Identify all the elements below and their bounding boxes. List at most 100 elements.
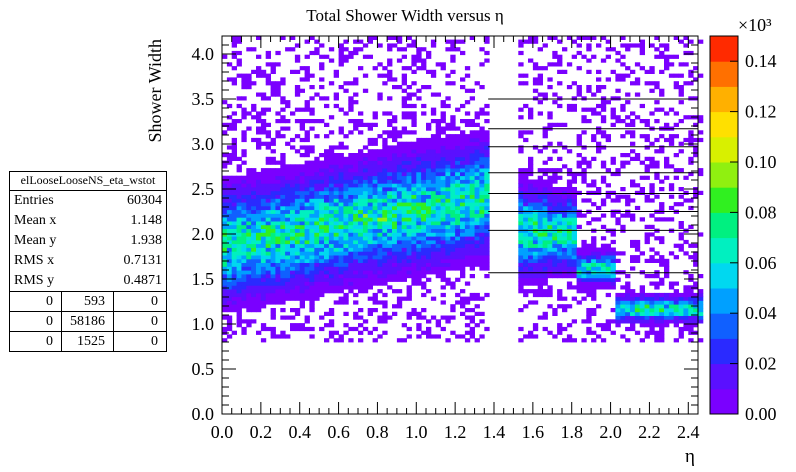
heatmap-cell xyxy=(226,217,233,222)
heatmap-cell xyxy=(464,251,471,256)
heatmap-cell xyxy=(328,258,335,263)
heatmap-cell xyxy=(343,239,349,245)
heatmap-cell xyxy=(450,262,456,267)
heatmap-cell xyxy=(251,289,257,294)
heatmap-cell xyxy=(353,228,359,233)
heatmap-cell xyxy=(552,236,558,241)
heatmap-cell xyxy=(615,251,621,256)
heatmap-cell xyxy=(285,228,291,233)
y-tick-label: 2.0 xyxy=(192,224,215,244)
heatmap-cell xyxy=(338,168,344,173)
heatmap-cell xyxy=(367,202,373,207)
heatmap-cell xyxy=(280,198,286,203)
heatmap-cell xyxy=(299,179,305,184)
heatmap-cell xyxy=(275,224,281,229)
heatmap-cell xyxy=(557,168,563,173)
heatmap-cell xyxy=(416,213,422,218)
heatmap-cell xyxy=(387,179,393,184)
heatmap-cell xyxy=(591,255,597,260)
heatmap-cell xyxy=(226,292,233,298)
heatmap-cell xyxy=(304,137,310,143)
heatmap-cell xyxy=(377,149,383,154)
heatmap-cell xyxy=(479,251,485,256)
heatmap-cell xyxy=(372,122,378,127)
heatmap-cell xyxy=(231,54,237,59)
heatmap-cell xyxy=(353,300,359,305)
heatmap-cell xyxy=(338,156,344,161)
heatmap-cell xyxy=(246,304,252,309)
heatmap-cell xyxy=(285,175,291,180)
heatmap-cell xyxy=(285,266,291,271)
heatmap-cell xyxy=(270,209,276,214)
heatmap-cell xyxy=(464,217,471,222)
heatmap-cell xyxy=(421,243,427,248)
heatmap-cell xyxy=(348,130,354,135)
heatmap-cell xyxy=(610,96,616,101)
heatmap-cell xyxy=(620,285,626,290)
heatmap-cell xyxy=(367,247,373,252)
heatmap-cell xyxy=(620,164,626,169)
heatmap-cell xyxy=(591,281,597,286)
heatmap-cell xyxy=(484,50,490,56)
heatmap-cell xyxy=(285,236,291,241)
heatmap-cell xyxy=(319,77,325,82)
heatmap-cell xyxy=(270,62,276,67)
heatmap-cell xyxy=(430,239,437,245)
heatmap-cell xyxy=(586,43,592,48)
heatmap-cell xyxy=(231,270,237,275)
heatmap-cell xyxy=(348,187,354,192)
heatmap-cell xyxy=(251,228,257,233)
heatmap-cell xyxy=(401,274,407,279)
heatmap-cell xyxy=(309,224,315,229)
heatmap-cell xyxy=(630,300,636,305)
heatmap-cell xyxy=(231,81,237,86)
heatmap-cell xyxy=(435,202,441,207)
heatmap-cell xyxy=(605,323,611,328)
heatmap-cell xyxy=(411,224,417,229)
heatmap-cell xyxy=(566,187,573,192)
heatmap-cell xyxy=(673,315,679,320)
heatmap-cell xyxy=(299,164,305,169)
heatmap-cell xyxy=(377,179,383,184)
heatmap-cell xyxy=(518,281,524,286)
heatmap-cell xyxy=(265,205,271,211)
heatmap-cell xyxy=(377,62,383,67)
heatmap-cell xyxy=(596,274,602,279)
heatmap-cell xyxy=(290,323,296,328)
heatmap-cell xyxy=(649,164,655,169)
heatmap-cell xyxy=(440,145,446,150)
heatmap-cell xyxy=(304,164,310,169)
heatmap-cell xyxy=(226,255,233,260)
heatmap-cell xyxy=(348,255,354,260)
heatmap-cell xyxy=(304,243,310,248)
heatmap-cell xyxy=(586,58,592,63)
heatmap-cell xyxy=(285,247,291,252)
heatmap-cell xyxy=(678,334,684,339)
heatmap-cell xyxy=(435,323,441,328)
heatmap-cell xyxy=(430,209,437,214)
heatmap-cell xyxy=(693,281,699,286)
heatmap-cell xyxy=(649,326,655,332)
heatmap-cell xyxy=(464,153,471,158)
heatmap-cell xyxy=(668,137,675,143)
heatmap-cell xyxy=(532,236,539,241)
heatmap-cell xyxy=(634,43,641,48)
heatmap-cell xyxy=(231,35,237,40)
heatmap-cell xyxy=(600,179,607,184)
heatmap-cell xyxy=(387,232,393,237)
heatmap-cell xyxy=(265,243,271,248)
heatmap-cell xyxy=(251,183,257,188)
heatmap-cell xyxy=(222,247,228,252)
heatmap-cell xyxy=(474,171,480,177)
heatmap-cell xyxy=(411,213,417,218)
heatmap-cell xyxy=(586,285,592,290)
heatmap-cell xyxy=(610,213,616,218)
heatmap-cell xyxy=(309,96,315,101)
heatmap-cell xyxy=(256,228,262,233)
heatmap-cell xyxy=(630,308,636,313)
heatmap-cell xyxy=(382,145,388,150)
heatmap-cell xyxy=(260,217,267,222)
heatmap-cell xyxy=(523,39,529,44)
heatmap-cell xyxy=(634,92,641,97)
heatmap-cell xyxy=(469,149,475,154)
